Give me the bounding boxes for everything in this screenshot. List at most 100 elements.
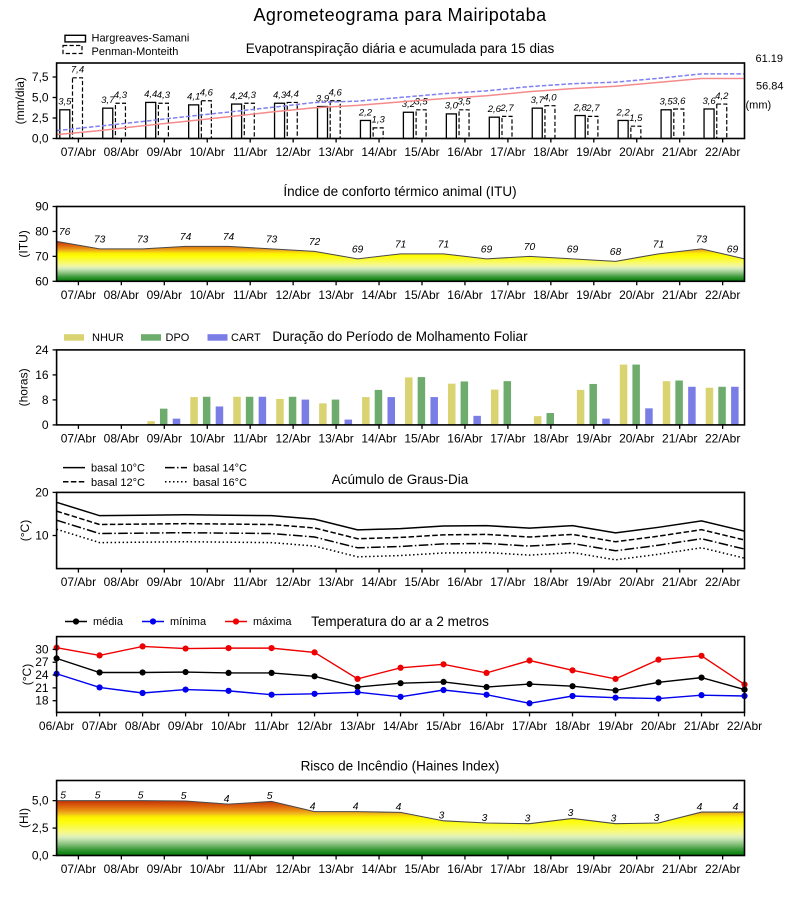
svg-text:09/Abr: 09/Abr [147, 145, 182, 159]
svg-text:69: 69 [727, 244, 739, 255]
svg-text:07/Abr: 07/Abr [61, 431, 96, 445]
svg-text:07/Abr: 07/Abr [61, 862, 96, 876]
svg-text:21/Abr: 21/Abr [684, 719, 719, 733]
svg-text:72: 72 [309, 237, 321, 248]
svg-text:24: 24 [35, 343, 49, 357]
svg-text:19/Abr: 19/Abr [576, 145, 611, 159]
svg-text:15/Abr: 15/Abr [426, 719, 461, 733]
svg-text:20/Abr: 20/Abr [619, 575, 654, 589]
svg-text:07/Abr: 07/Abr [61, 288, 96, 302]
svg-text:4: 4 [310, 801, 316, 812]
svg-text:3: 3 [568, 808, 574, 819]
svg-text:19/Abr: 19/Abr [576, 862, 611, 876]
svg-text:20/Abr: 20/Abr [641, 719, 676, 733]
svg-text:(°C): (°C) [18, 520, 32, 541]
svg-text:90: 90 [35, 200, 49, 214]
svg-text:15/Abr: 15/Abr [404, 575, 439, 589]
svg-text:16/Abr: 16/Abr [447, 862, 482, 876]
svg-text:08/Abr: 08/Abr [104, 145, 139, 159]
svg-text:2,2: 2,2 [616, 107, 631, 118]
svg-text:3: 3 [611, 813, 617, 824]
svg-text:22/Abr: 22/Abr [705, 145, 740, 159]
svg-text:07/Abr: 07/Abr [82, 719, 117, 733]
svg-text:4,2: 4,2 [715, 91, 729, 102]
svg-text:11/Abr: 11/Abr [233, 145, 267, 159]
svg-text:4,6: 4,6 [200, 88, 214, 99]
svg-text:74: 74 [180, 232, 192, 243]
svg-text:15/Abr: 15/Abr [404, 288, 439, 302]
svg-text:09/Abr: 09/Abr [147, 862, 182, 876]
svg-text:16/Abr: 16/Abr [447, 575, 482, 589]
svg-text:07/Abr: 07/Abr [61, 145, 96, 159]
svg-text:15/Abr: 15/Abr [404, 145, 439, 159]
svg-text:69: 69 [481, 244, 493, 255]
svg-text:2,5: 2,5 [32, 821, 49, 835]
svg-text:7,4: 7,4 [71, 65, 84, 76]
svg-text:17/Abr: 17/Abr [490, 145, 525, 159]
svg-text:Acúmulo de Graus-Dia: Acúmulo de Graus-Dia [332, 472, 469, 487]
svg-text:71: 71 [653, 239, 664, 250]
svg-text:Duração do Período de Molhamen: Duração do Período de Molhamento Foliar [272, 329, 528, 344]
svg-text:22/Abr: 22/Abr [705, 575, 740, 589]
svg-text:17/Abr: 17/Abr [490, 862, 525, 876]
svg-text:3: 3 [482, 813, 488, 824]
svg-text:16/Abr: 16/Abr [447, 145, 482, 159]
svg-text:09/Abr: 09/Abr [168, 719, 203, 733]
svg-text:12/Abr: 12/Abr [275, 862, 310, 876]
svg-text:14/Abr: 14/Abr [383, 719, 418, 733]
svg-text:4: 4 [733, 802, 739, 813]
svg-text:09/Abr: 09/Abr [147, 431, 182, 445]
svg-text:15/Abr: 15/Abr [404, 862, 439, 876]
svg-text:14/Abr: 14/Abr [361, 431, 396, 445]
svg-text:74: 74 [223, 232, 235, 243]
svg-text:20/Abr: 20/Abr [619, 288, 654, 302]
svg-text:22/Abr: 22/Abr [705, 288, 740, 302]
svg-text:60: 60 [35, 274, 49, 288]
svg-text:69: 69 [567, 244, 579, 255]
svg-text:18/Abr: 18/Abr [533, 575, 568, 589]
svg-text:20: 20 [35, 485, 49, 499]
svg-text:Índice de conforto térmico ani: Índice de conforto térmico animal (ITU) [283, 184, 516, 199]
svg-text:14/Abr: 14/Abr [361, 145, 396, 159]
svg-text:19/Abr: 19/Abr [576, 288, 611, 302]
svg-text:4: 4 [697, 802, 703, 813]
svg-text:5: 5 [60, 790, 66, 801]
svg-text:16: 16 [35, 368, 49, 382]
svg-text:19/Abr: 19/Abr [576, 431, 611, 445]
svg-text:(horas): (horas) [17, 368, 31, 406]
svg-text:70: 70 [524, 242, 536, 253]
svg-text:5,0: 5,0 [32, 794, 49, 808]
svg-text:NHUR: NHUR [92, 332, 124, 344]
svg-text:09/Abr: 09/Abr [147, 288, 182, 302]
svg-text:4,4: 4,4 [286, 89, 299, 100]
svg-text:3: 3 [439, 811, 445, 822]
svg-text:18/Abr: 18/Abr [533, 862, 568, 876]
svg-text:basal 14°C: basal 14°C [193, 463, 247, 475]
svg-text:08/Abr: 08/Abr [104, 862, 139, 876]
svg-text:20/Abr: 20/Abr [619, 862, 654, 876]
svg-text:11/Abr: 11/Abr [254, 719, 288, 733]
svg-text:18: 18 [35, 694, 49, 708]
svg-text:21/Abr: 21/Abr [662, 862, 697, 876]
svg-text:2,6: 2,6 [487, 104, 502, 115]
svg-text:13/Abr: 13/Abr [340, 719, 375, 733]
svg-text:70: 70 [35, 249, 49, 263]
svg-text:4,2: 4,2 [230, 91, 244, 102]
svg-text:1,5: 1,5 [629, 113, 643, 124]
svg-text:Agrometeograma para Mairipotab: Agrometeograma para Mairipotaba [253, 5, 547, 25]
svg-text:22/Abr: 22/Abr [727, 719, 762, 733]
svg-text:5,0: 5,0 [32, 91, 49, 105]
svg-text:11/Abr: 11/Abr [233, 288, 267, 302]
svg-text:4: 4 [396, 802, 402, 813]
svg-text:mínima: mínima [170, 616, 207, 628]
svg-text:24: 24 [35, 668, 49, 682]
svg-text:3: 3 [654, 813, 660, 824]
svg-text:16/Abr: 16/Abr [447, 288, 482, 302]
svg-text:DPO: DPO [166, 332, 190, 344]
svg-text:(mm): (mm) [746, 100, 772, 112]
svg-text:08/Abr: 08/Abr [104, 431, 139, 445]
svg-text:3,7: 3,7 [531, 95, 545, 106]
svg-text:4,3: 4,3 [273, 90, 287, 101]
svg-text:Evapotranspiração diária e acu: Evapotranspiração diária e acumulada par… [246, 41, 555, 56]
svg-text:Hargreaves-Samani: Hargreaves-Samani [92, 33, 190, 45]
